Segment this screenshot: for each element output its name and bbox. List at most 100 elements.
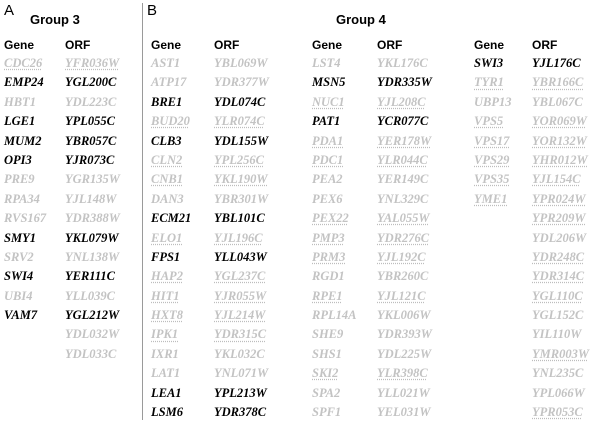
panel-b-letter: B	[147, 2, 158, 19]
orf-cell: YDL033C	[65, 346, 117, 361]
orf-cell: YGL237C	[214, 269, 266, 284]
orf-cell: YGL110C	[532, 288, 583, 303]
gene-cell: LST4	[312, 56, 341, 70]
orf-cell: YLL043W	[214, 249, 267, 264]
gene-cell: SPF1	[312, 405, 342, 420]
orf-cell: YDL225W	[377, 346, 432, 361]
orf-cell: YDL032W	[65, 327, 120, 342]
orf-cell: YJL214W	[214, 308, 266, 323]
gene-cell: PDA1	[312, 133, 344, 148]
orf-cell: YGL200C	[65, 75, 117, 90]
orf-cell: YER111C	[65, 269, 116, 284]
gene-cell: PRM3	[312, 249, 346, 264]
panel-divider	[142, 3, 143, 420]
orf-cell: YPL256C	[214, 152, 264, 167]
gene-cell: CLB3	[151, 133, 182, 148]
orf-cell: YDR248C	[532, 249, 585, 264]
gene-cell: HAP2	[151, 269, 183, 284]
gene-cell: ATP17	[151, 75, 187, 90]
orf-cell: YDR314C	[532, 269, 585, 284]
orf-cell: YJL148W	[65, 191, 117, 206]
orf-cell: YDR393W	[377, 327, 432, 342]
group-4-gene-column-2: Gene LST4 MSN5 NUC1 PAT1 PDA1 PDC1 PEA2 PEX6 PEX…	[312, 36, 356, 422]
gene-cell: CLN2	[151, 152, 183, 167]
gene-cell: PMP3	[312, 230, 345, 245]
orf-cell: YLR044C	[377, 152, 428, 167]
gene-cell: RGD1	[312, 269, 345, 284]
gene-header: Gene	[151, 38, 182, 52]
orf-cell: YGL152C	[532, 308, 584, 323]
orf-cell: YDL074C	[214, 94, 266, 109]
orf-cell: YKL079W	[65, 230, 119, 245]
orf-cell: YLR398C	[377, 366, 428, 381]
gene-cell: LEA1	[151, 385, 182, 400]
gene-cell: VPS35	[474, 172, 510, 187]
gene-cell: CNB1	[151, 172, 183, 187]
orf-cell: YGL212W	[65, 308, 120, 323]
orf-cell: YMR003W	[532, 346, 589, 361]
orf-cell: YJL208C	[377, 94, 426, 109]
gene-cell: VPS5	[474, 114, 504, 129]
orf-cell: YKL190W	[214, 172, 268, 187]
orf-cell: YLL039C	[65, 288, 115, 303]
gene-cell: RPL14A	[312, 308, 357, 323]
gene-cell: MUM2	[4, 133, 42, 148]
orf-cell: YJL176C	[532, 56, 581, 70]
gene-cell: VAM7	[4, 308, 38, 323]
orf-cell: YJL196C	[214, 230, 263, 245]
gene-cell: SMY1	[4, 230, 36, 245]
orf-cell: YNL235C	[532, 366, 584, 381]
gene-cell: LSM6	[151, 405, 183, 420]
gene-cell: NUC1	[312, 94, 345, 109]
orf-cell: YKL032C	[214, 346, 265, 361]
group-4-orf-column-1: ORF YBL069W YDR377W YDL074C YLR074C YDL155W Y…	[214, 36, 269, 422]
orf-cell: YER178W	[377, 133, 432, 148]
gene-cell: VPS29	[474, 152, 510, 167]
orf-header: ORF	[532, 38, 558, 52]
orf-cell: YDR335W	[377, 75, 432, 90]
gene-cell: ELO1	[151, 230, 183, 245]
group-4-orf-column-2: ORF YKL176C YDR335W YJL208C YCR077C YER178W Y…	[377, 36, 432, 422]
gene-header: Gene	[474, 38, 505, 52]
orf-cell: YJL121C	[377, 288, 426, 303]
orf-cell: YNL071W	[214, 366, 269, 381]
orf-cell: YPR209W	[532, 211, 586, 226]
gene-cell: AST1	[151, 56, 181, 70]
orf-cell: YJL154C	[532, 172, 581, 187]
gene-cell: CDC26	[4, 56, 43, 70]
orf-cell: YNL329C	[377, 191, 429, 206]
gene-cell: SWI3	[474, 56, 504, 70]
gene-cell: MSN5	[312, 75, 346, 90]
group-4-title: Group 4	[336, 12, 386, 27]
orf-cell: YBR301W	[214, 191, 269, 206]
orf-cell: YLL021W	[377, 385, 430, 400]
gene-cell: YME1	[474, 191, 508, 206]
panel-a-letter: A	[4, 2, 15, 19]
orf-cell: YPL066W	[532, 385, 585, 400]
orf-cell: YPR053C	[532, 405, 583, 420]
orf-cell: YIL110W	[532, 327, 582, 342]
orf-cell: YJR055W	[214, 288, 267, 303]
orf-cell: YDL206W	[532, 230, 587, 245]
orf-cell: YJL192C	[377, 249, 426, 264]
gene-cell: TYR1	[474, 75, 504, 90]
orf-cell: YKL006W	[377, 308, 431, 323]
gene-cell: PAT1	[312, 114, 341, 129]
gene-cell: IPK1	[151, 327, 179, 342]
gene-cell: SRV2	[4, 249, 34, 264]
gene-cell: HIT1	[151, 288, 180, 303]
gene-cell: PDC1	[312, 152, 344, 167]
orf-header: ORF	[65, 38, 91, 52]
orf-cell: YBL067C	[532, 94, 583, 109]
orf-cell: YBL101C	[214, 211, 265, 226]
group-3-gene-column: Gene CDC26 EMP24 HBT1 LGE1 MUM2 OPI3 PRE9 RPA34…	[4, 36, 46, 325]
gene-cell: FPS1	[151, 249, 181, 264]
gene-cell: SHE9	[312, 327, 344, 342]
orf-cell: YBR057C	[65, 133, 117, 148]
group-3-title: Group 3	[30, 12, 80, 27]
gene-cell: OPI3	[4, 152, 32, 167]
gene-cell: PRE9	[4, 172, 35, 187]
gene-cell: RPE1	[312, 288, 343, 303]
orf-cell: YDL155W	[214, 133, 269, 148]
gene-cell: PEX22	[312, 211, 349, 226]
